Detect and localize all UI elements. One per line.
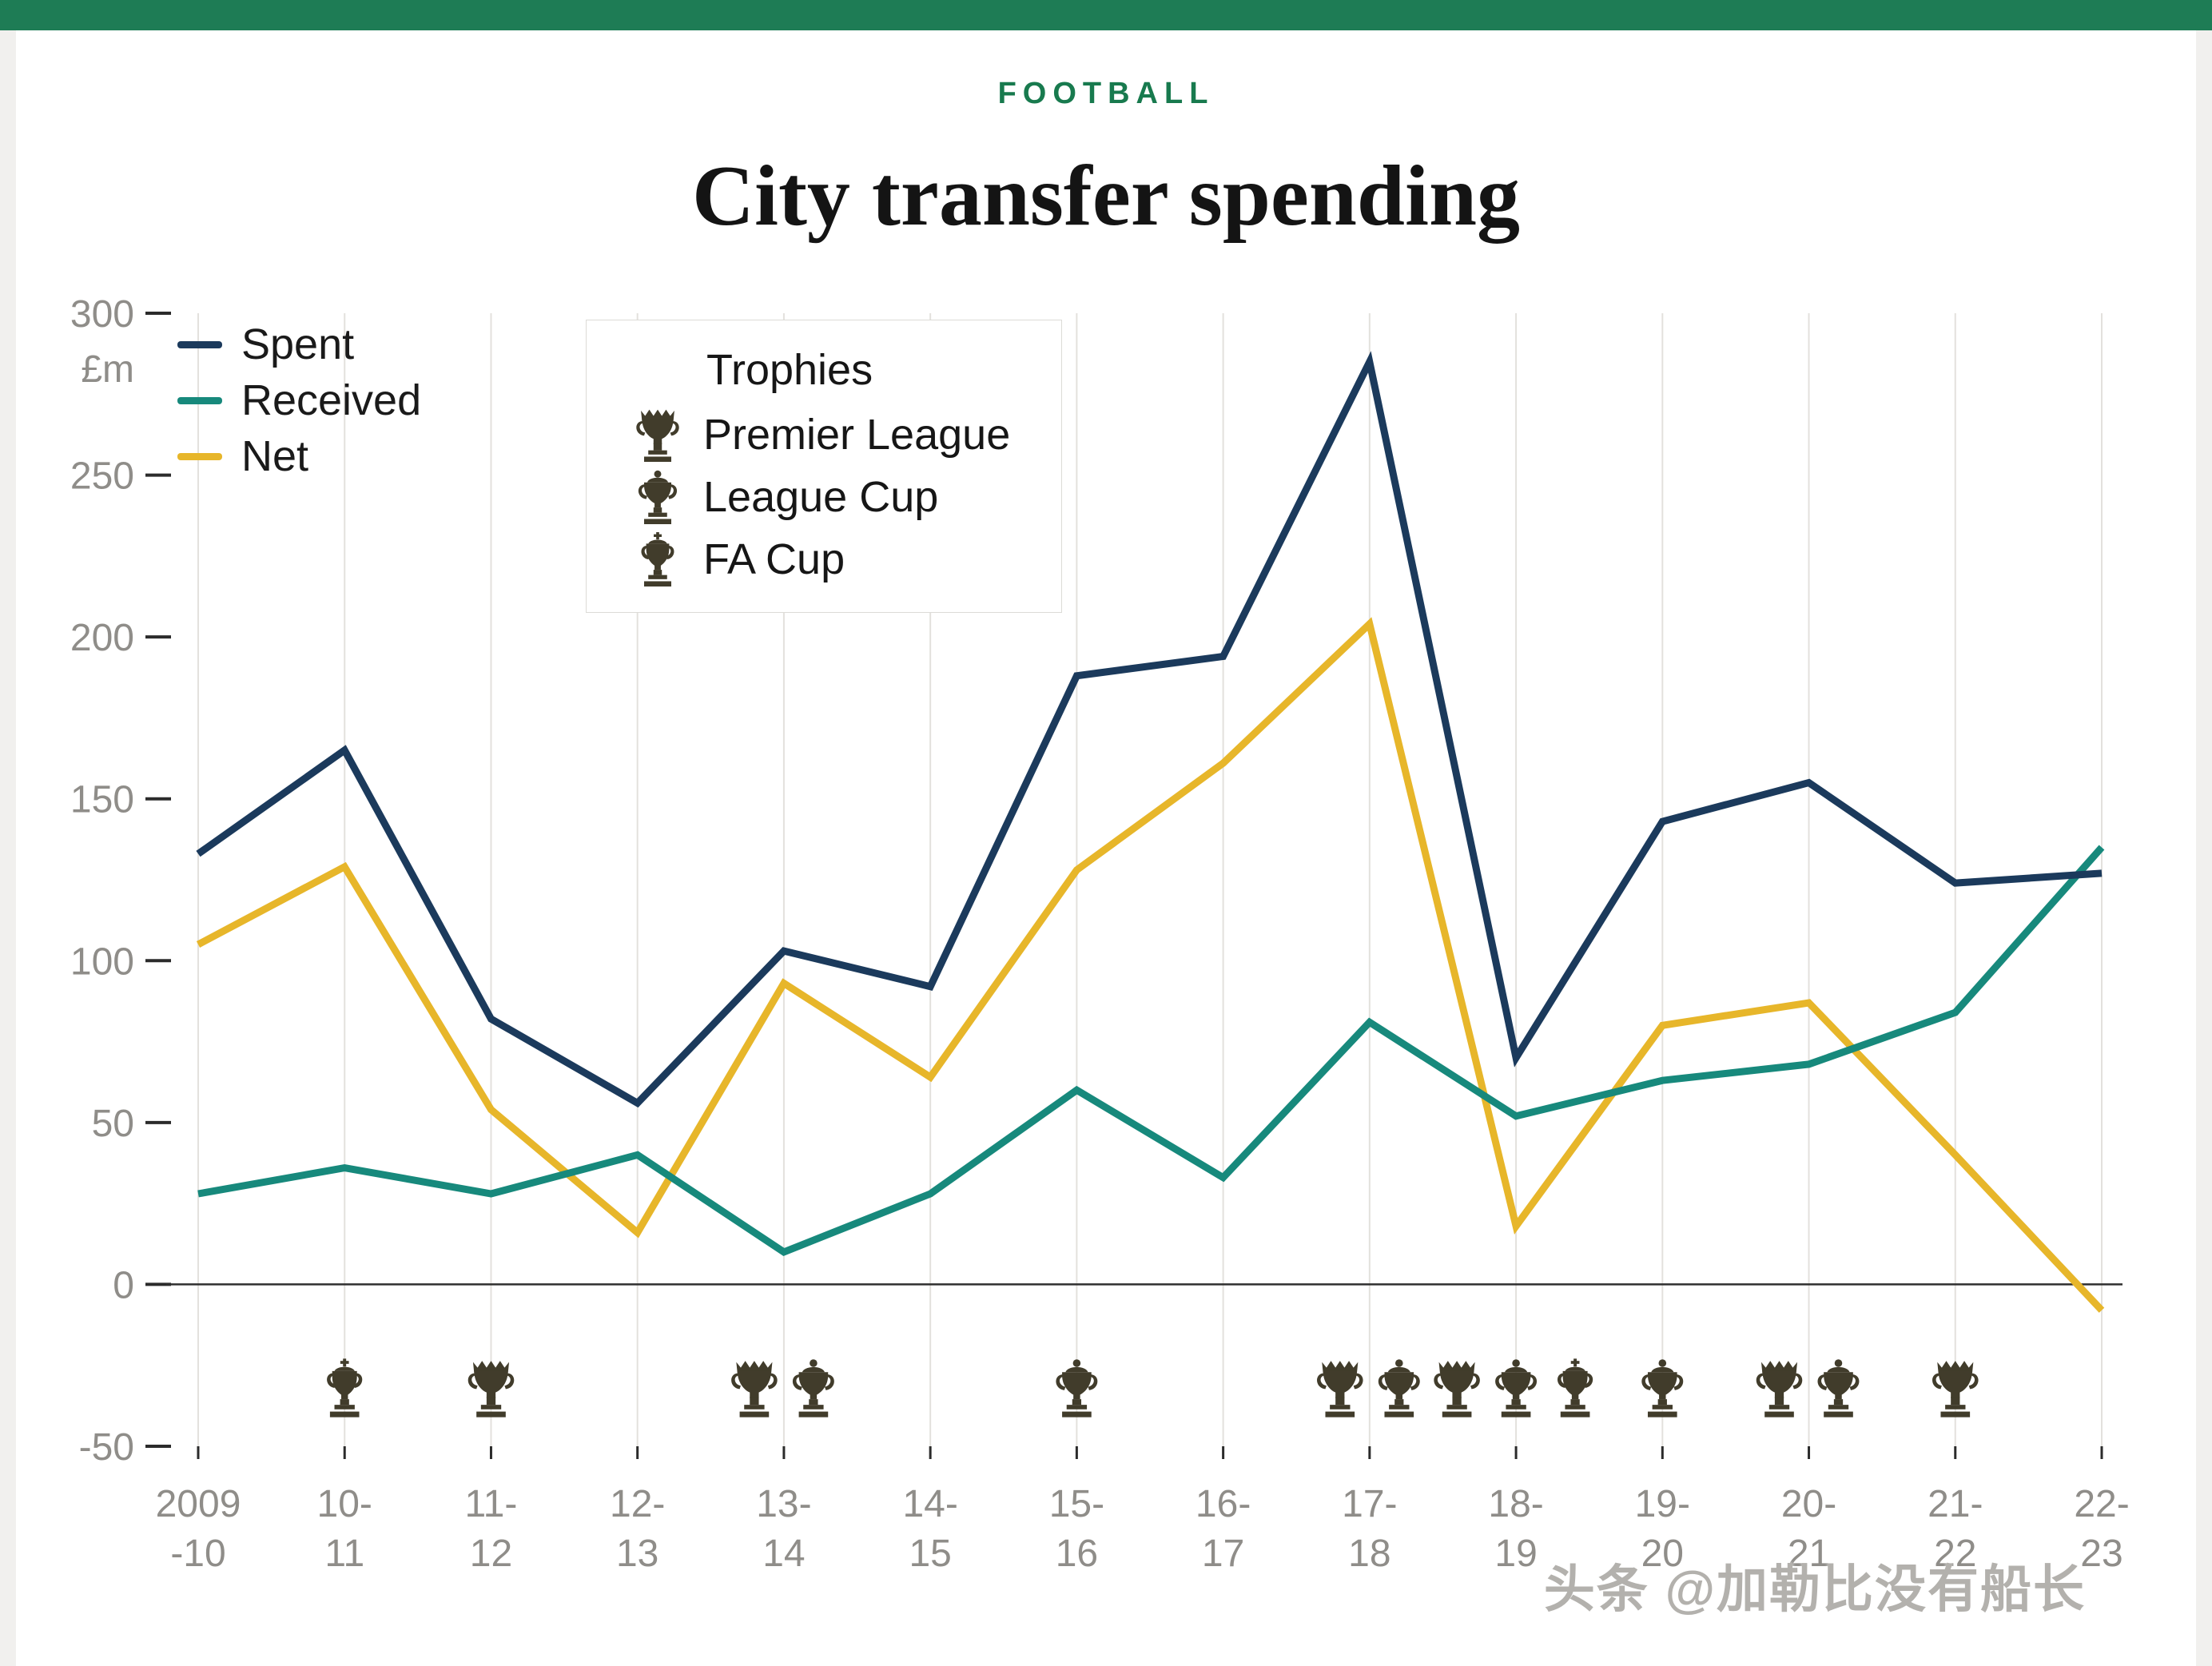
svg-text:300: 300 [70,293,134,336]
trophy-label-fa-cup: FA Cup [703,535,845,583]
svg-text:£m: £m [81,348,134,391]
svg-text:13-14: 13-14 [756,1483,811,1575]
chart-title: City transfer spending [691,149,1521,244]
premier-league-trophy-icon [635,408,681,462]
svg-text:-50: -50 [79,1426,134,1469]
svg-text:2009-10: 2009 -10 [156,1483,241,1575]
trophy-legend-item-league-cup: League Cup [635,470,1045,524]
fa-cup-trophy-icon [635,532,681,586]
trophy-legend-title: Trophies [706,346,873,394]
legend-item-net: Net [177,428,421,484]
svg-text:250: 250 [70,455,134,498]
svg-text:15-16: 15-16 [1049,1483,1104,1575]
svg-text:14-15: 14-15 [902,1483,957,1575]
svg-text:12-13: 12-13 [610,1483,665,1575]
series-legend: Spent Received Net [177,316,421,484]
legend-item-received: Received [177,372,421,428]
svg-text:21-22: 21-22 [1928,1483,1983,1575]
received-line-swatch [177,396,222,404]
svg-text:50: 50 [92,1103,134,1145]
trophy-label-league-cup: League Cup [703,472,939,521]
svg-text:150: 150 [70,779,134,821]
svg-text:17-18: 17-18 [1342,1483,1397,1575]
legend-label-received: Received [241,376,422,424]
svg-text:11-12: 11-12 [465,1483,518,1575]
svg-text:10-11: 10-11 [317,1483,372,1575]
watermark: 头条 @加勒比没有船长 [1543,1561,2086,1618]
svg-text:22-23: 22-23 [2074,1483,2129,1575]
league-cup-trophy-icon [635,470,681,524]
net-line-swatch [177,452,222,460]
svg-text:18-19: 18-19 [1488,1483,1543,1575]
legend-label-spent: Spent [241,320,355,368]
legend-item-spent: Spent [177,316,421,372]
trophy-legend: Trophies Premier League League Cup FA Cu… [586,320,1062,613]
section-kicker: FOOTBALL [997,77,1215,110]
svg-text:100: 100 [70,940,134,983]
svg-text:20-21: 20-21 [1781,1483,1836,1575]
legend-label-net: Net [241,432,309,480]
top-green-bar [0,0,2212,30]
trophy-legend-item-fa-cup: FA Cup [635,532,1045,586]
svg-text:0: 0 [113,1264,134,1306]
svg-text:19-20: 19-20 [1635,1483,1690,1575]
svg-text:200: 200 [70,617,134,659]
trophy-legend-item-premier-league: Premier League [635,408,1045,462]
spent-line-swatch [177,340,222,348]
trophy-label-premier-league: Premier League [703,410,1011,459]
svg-text:16-17: 16-17 [1196,1483,1251,1575]
